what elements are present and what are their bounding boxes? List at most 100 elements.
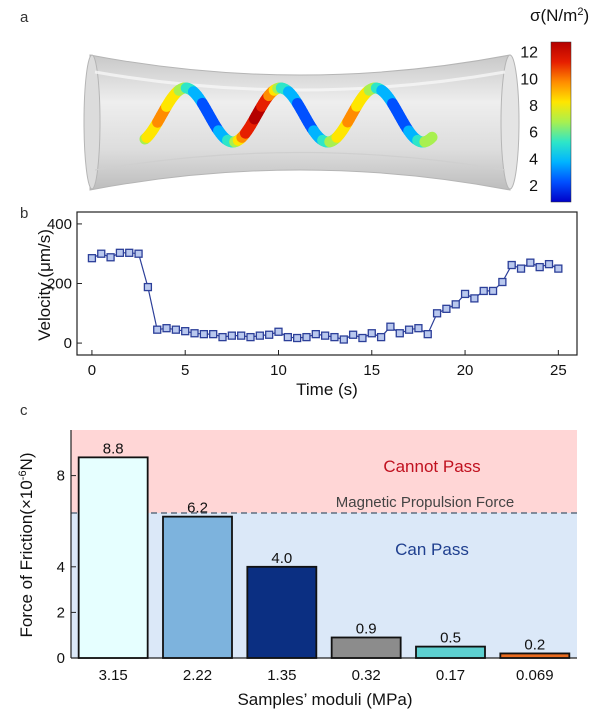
velocity-point [171,325,181,334]
friction-bar [330,636,402,659]
plot-b-xtick-label: 0 [88,362,96,379]
velocity-point [460,289,470,299]
channel-inner-line [94,151,506,171]
friction-bar [162,515,233,659]
velocity-point [265,330,274,339]
friction-category-label: 0.17 [436,667,465,684]
velocity-point [544,259,554,269]
velocity-point [404,325,414,334]
velocity-point [367,329,376,338]
velocity-point [488,286,498,296]
velocity-point [395,329,404,338]
panel-a: a σ(N/m2) 12 10 8 6 4 2 [20,6,589,203]
friction-category-label: 3.15 [99,667,128,684]
plot-b-ytick-label: 200 [47,276,72,293]
plot-b-xtick-label: 25 [550,362,567,379]
velocity-point [87,254,97,263]
panel-a-letter: a [20,9,29,26]
velocity-point [106,253,115,262]
plot-c-xlabel: Samples’ moduli (MPa) [237,690,412,709]
velocity-point [199,329,209,339]
channel-highlight [94,70,506,92]
velocity-point [209,329,218,339]
velocity-series-markers [87,248,563,344]
velocity-point [227,331,237,340]
velocity-point [554,264,563,273]
velocity-point [535,262,544,272]
friction-bar [246,565,318,659]
channel-right-end [500,54,520,190]
friction-bar [77,456,149,659]
plot-b-xtick-label: 20 [457,362,474,379]
stress-colorbar: σ(N/m2) 12 10 8 6 4 2 [520,6,589,203]
plot-b-ytick-label: 0 [64,335,72,352]
velocity-point [115,248,125,257]
panel-c-letter: c [20,402,28,419]
colorbar-tick-label: 4 [529,151,538,168]
velocity-point [237,331,246,340]
velocity-point [498,277,507,287]
velocity-point [302,332,311,342]
friction-category-label: 1.35 [267,667,296,684]
friction-bar [415,645,486,659]
plot-c-ylabel: Force of Friction(×10-6N) [17,452,36,637]
friction-bar-value: 0.2 [524,636,545,653]
plot-c-ytick-label: 8 [57,468,65,485]
friction-bar-value: 0.5 [440,630,461,647]
velocity-point [162,324,171,333]
velocity-point [507,260,516,270]
friction-bars: 8.8 3.15 6.2 2.22 4.0 1.35 0.9 0.32 0.5 0.17 0.2 0.… [77,440,571,684]
colorbar-tick-label: 2 [529,178,538,195]
plot-b-axes: 0 5 10 15 20 25 0 200 400 [47,216,567,379]
velocity-point [246,332,255,342]
friction-bar-value: 6.2 [187,500,208,517]
velocity-point [442,304,451,313]
microchannel-illustration [83,54,520,191]
plot-c-ytick-label: 4 [57,559,65,576]
panel-b-letter: b [20,205,28,222]
velocity-point [358,333,367,343]
helical-robot [139,82,438,148]
panel-c: c Cannot Pass Magnetic Propulsion Force … [17,402,577,709]
velocity-point [330,332,339,342]
friction-bar-value: 8.8 [103,440,124,457]
velocity-point [479,286,488,296]
colorbar-tick-label: 10 [520,71,538,88]
velocity-point [516,264,526,273]
threshold-label: Magnetic Propulsion Force [336,494,514,511]
velocity-point [190,329,199,338]
can-pass-region [71,513,577,658]
velocity-point [470,294,479,303]
cannot-pass-region [71,430,577,513]
velocity-point [348,330,358,339]
velocity-point [311,329,320,339]
velocity-point [134,249,143,258]
velocity-point [432,309,442,318]
colorbar-gradient [550,41,572,203]
friction-bar [499,652,571,659]
velocity-point [376,332,386,342]
plot-b-xtick-label: 10 [270,362,287,379]
friction-bar-value: 0.9 [356,620,377,637]
velocity-point [143,282,153,292]
velocity-point [274,327,283,336]
colorbar-tick-label: 12 [520,45,538,62]
velocity-point [526,258,535,267]
colorbar-tick-label: 6 [529,125,538,142]
friction-category-label: 2.22 [183,667,212,684]
friction-category-label: 0.069 [516,667,554,684]
colorbar-tick-label: 8 [529,98,538,115]
velocity-point [255,331,264,340]
plot-b-xlabel: Time (s) [296,380,358,399]
velocity-point [283,332,292,342]
plot-c-axes: 0 2 4 8 [57,468,76,667]
velocity-point [339,335,348,344]
channel-left-end [83,54,101,190]
colorbar-title: σ(N/m2) [530,6,589,25]
plot-b-xtick-label: 5 [181,362,189,379]
velocity-point [218,332,227,342]
plot-b-ylabel: Velocity (μm/s) [35,229,54,341]
velocity-point [386,322,395,331]
colorbar-ticks: 12 10 8 6 4 2 [520,45,538,195]
